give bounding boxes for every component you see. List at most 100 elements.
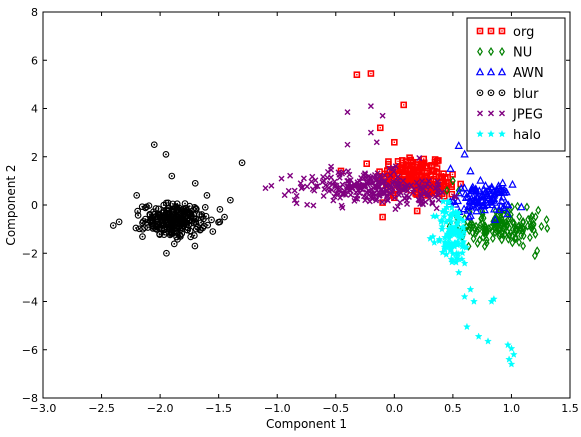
data-point-AWN <box>495 205 504 214</box>
data-point-AWN <box>466 166 475 175</box>
data-point-blur <box>180 209 188 216</box>
legend-marker <box>487 27 495 35</box>
data-point-halo <box>507 344 516 352</box>
data-point-halo <box>490 295 498 303</box>
data-point-blur <box>227 196 234 204</box>
data-point-JPEG <box>335 169 342 176</box>
data-point-AWN <box>508 179 517 188</box>
data-point-blur <box>168 172 176 180</box>
legend-marker <box>476 89 484 97</box>
y-tick-label: 2 <box>31 151 38 164</box>
data-point-JPEG <box>429 199 436 206</box>
data-point-JPEG <box>416 154 423 161</box>
data-point-NU <box>544 223 551 233</box>
data-point-halo <box>460 292 469 300</box>
data-point-halo <box>459 223 468 231</box>
data-point-JPEG <box>379 112 386 119</box>
data-point-NU <box>478 213 485 223</box>
y-tick-label: −4 <box>22 296 38 309</box>
data-point-AWN <box>466 211 475 219</box>
legend-marker <box>486 67 496 76</box>
data-point-NU <box>527 221 534 231</box>
data-point-JPEG <box>324 168 331 175</box>
data-point-AWN <box>502 187 511 196</box>
data-point-AWN <box>476 175 485 184</box>
data-point-blur <box>191 179 199 187</box>
data-point-JPEG <box>366 198 373 205</box>
data-point-JPEG <box>293 192 300 199</box>
legend-marker <box>498 27 506 35</box>
data-point-AWN <box>504 200 513 209</box>
x-tick-label: −1.0 <box>264 402 291 415</box>
data-point-JPEG <box>336 174 343 181</box>
data-point-halo <box>470 297 478 305</box>
series-AWN <box>445 141 526 223</box>
data-point-JPEG <box>435 181 442 188</box>
data-point-NU <box>481 228 488 238</box>
data-point-NU <box>515 222 522 232</box>
data-point-AWN <box>446 164 455 172</box>
data-point-JPEG <box>326 180 333 187</box>
data-point-halo <box>447 239 456 248</box>
data-point-AWN <box>448 195 458 204</box>
data-point-JPEG <box>425 178 432 184</box>
x-tick-label: −2.5 <box>88 402 115 415</box>
data-point-blur <box>133 192 141 199</box>
data-point-org <box>402 158 410 165</box>
legend-marker <box>475 67 485 76</box>
data-point-JPEG <box>365 179 372 186</box>
data-point-AWN <box>463 192 473 201</box>
legend-marker <box>497 67 507 76</box>
data-point-blur <box>198 211 206 218</box>
data-point-AWN <box>471 195 481 204</box>
data-point-blur <box>142 204 149 212</box>
data-point-JPEG <box>281 192 288 199</box>
data-point-blur <box>168 205 176 213</box>
legend-item-AWN: AWN <box>475 66 544 81</box>
data-point-halo <box>462 243 471 251</box>
data-point-halo <box>454 268 463 276</box>
data-point-blur <box>202 212 210 220</box>
data-point-blur <box>216 206 224 213</box>
data-point-blur <box>146 211 154 219</box>
data-point-JPEG <box>362 197 369 204</box>
data-point-NU <box>496 207 503 217</box>
data-point-NU <box>519 227 526 237</box>
data-point-org <box>394 158 402 165</box>
data-point-NU <box>527 213 534 223</box>
data-point-JPEG <box>349 185 356 192</box>
data-point-JPEG <box>300 175 307 182</box>
data-point-JPEG <box>291 197 298 204</box>
data-point-JPEG <box>380 177 387 184</box>
legend-box <box>466 17 566 152</box>
data-point-JPEG <box>362 171 369 178</box>
legend-item-blur: blur <box>476 87 539 102</box>
data-point-JPEG <box>304 183 311 190</box>
data-point-blur <box>154 213 162 221</box>
data-point-JPEG <box>361 170 368 177</box>
data-point-AWN <box>454 141 463 149</box>
data-point-org <box>400 101 408 109</box>
data-point-NU <box>477 223 483 234</box>
data-point-AWN <box>492 186 501 195</box>
data-point-halo <box>460 227 468 236</box>
data-point-org <box>363 160 371 168</box>
data-point-AWN <box>517 202 526 211</box>
data-point-halo <box>432 212 441 220</box>
data-point-halo <box>484 337 492 345</box>
data-point-blur <box>186 202 194 210</box>
legend-marker <box>488 110 494 117</box>
data-point-blur <box>134 207 142 215</box>
data-point-NU <box>520 241 527 251</box>
data-point-JPEG <box>340 190 347 197</box>
data-point-NU <box>501 230 508 240</box>
data-point-org <box>376 124 384 132</box>
data-point-blur <box>192 225 200 233</box>
data-point-NU <box>483 235 490 245</box>
data-point-blur <box>178 216 186 224</box>
data-point-JPEG <box>374 175 381 182</box>
data-point-AWN <box>480 205 489 214</box>
data-point-JPEG <box>328 174 335 181</box>
data-point-NU <box>538 221 545 232</box>
data-point-AWN <box>461 193 471 202</box>
